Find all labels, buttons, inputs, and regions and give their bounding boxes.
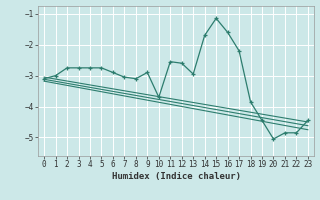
X-axis label: Humidex (Indice chaleur): Humidex (Indice chaleur) (111, 172, 241, 181)
